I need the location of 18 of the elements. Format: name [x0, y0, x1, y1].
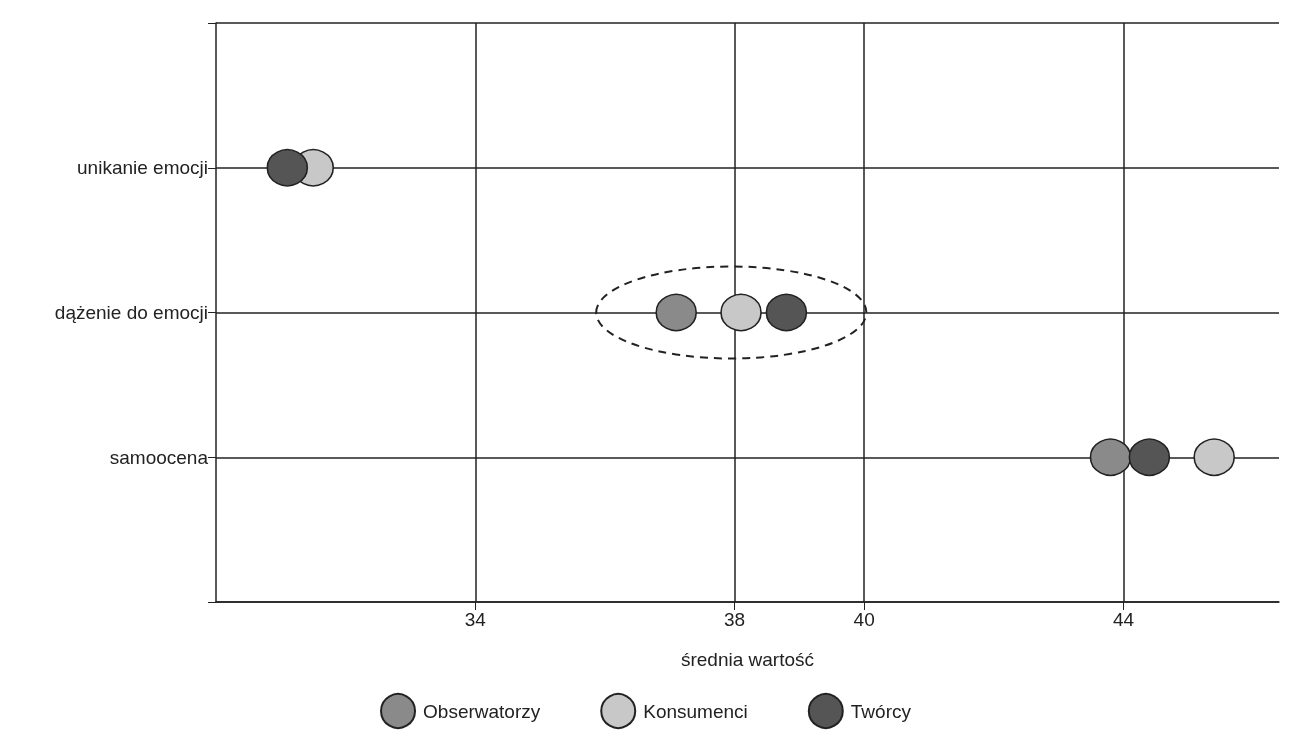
point: [1089, 438, 1132, 476]
legend-label: Konsumenci: [643, 700, 748, 722]
x-tick-label: 38: [723, 609, 746, 630]
y-tick-label: unikanie emocji: [77, 157, 208, 179]
point: [1193, 438, 1235, 476]
x-axis-title: średnia wartość: [680, 649, 815, 670]
x-tick-label: 44: [1112, 609, 1135, 630]
y-tick-label: dążenie do emocji: [54, 302, 208, 323]
point: [720, 293, 762, 332]
legend-label: Obserwatorzy: [423, 700, 541, 722]
point: [655, 293, 697, 332]
x-tick-label: 40: [853, 609, 875, 630]
x-tick-label: 34: [464, 609, 487, 630]
point: [266, 149, 309, 187]
point: [1128, 438, 1171, 476]
y-tick-label: samoocena: [109, 446, 209, 468]
legend-label: Twórcy: [850, 700, 912, 722]
point: [765, 293, 808, 332]
